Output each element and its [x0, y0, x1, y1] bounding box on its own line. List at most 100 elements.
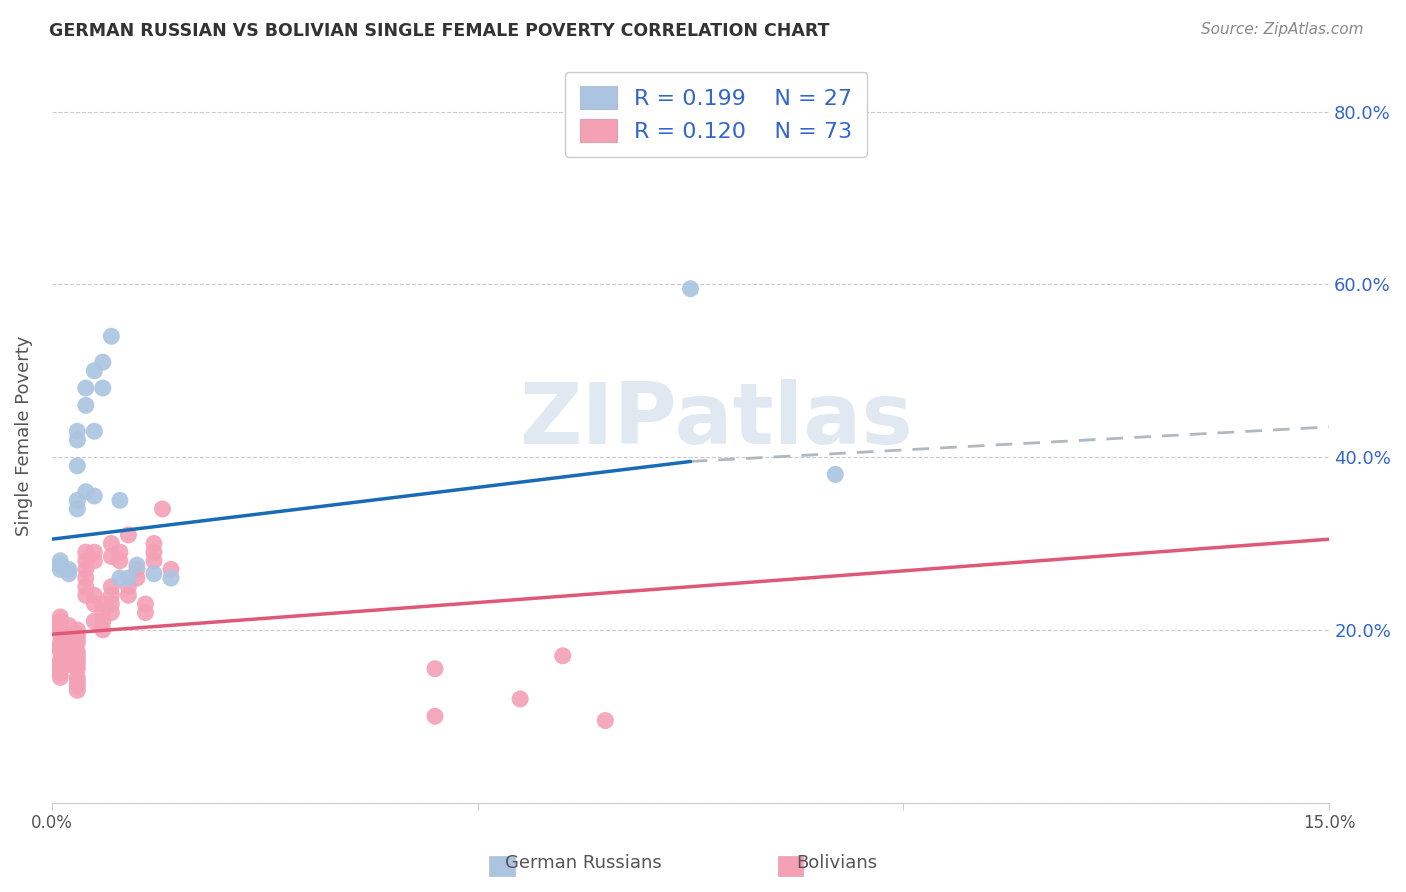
Point — [49, 558, 72, 573]
Point — [66, 657, 89, 672]
Point — [58, 618, 80, 632]
Text: Source: ZipAtlas.com: Source: ZipAtlas.com — [1201, 22, 1364, 37]
Point — [58, 562, 80, 576]
Point — [142, 536, 165, 550]
Point — [100, 536, 122, 550]
Point — [100, 329, 122, 343]
Point — [49, 640, 72, 654]
Point — [49, 610, 72, 624]
Point — [152, 502, 174, 516]
Point — [58, 657, 80, 672]
Point — [100, 580, 122, 594]
Point — [595, 714, 617, 728]
Point — [91, 614, 114, 628]
Point — [679, 282, 702, 296]
Point — [49, 627, 72, 641]
Point — [160, 571, 183, 585]
Point — [66, 424, 89, 438]
Point — [108, 554, 131, 568]
Point — [91, 381, 114, 395]
Point — [824, 467, 846, 482]
Point — [509, 692, 531, 706]
Point — [423, 709, 446, 723]
Point — [49, 636, 72, 650]
Point — [125, 571, 148, 585]
Point — [91, 355, 114, 369]
Point — [83, 364, 105, 378]
Point — [100, 549, 122, 564]
Point — [66, 662, 89, 676]
Point — [49, 644, 72, 658]
Point — [49, 662, 72, 676]
Point — [58, 566, 80, 581]
Point — [125, 558, 148, 573]
Point — [49, 554, 72, 568]
Point — [66, 493, 89, 508]
Legend: R = 0.199    N = 27, R = 0.120    N = 73: R = 0.199 N = 27, R = 0.120 N = 73 — [565, 71, 866, 157]
Point — [160, 562, 183, 576]
Point — [58, 644, 80, 658]
Point — [117, 528, 139, 542]
Point — [83, 489, 105, 503]
Point — [91, 606, 114, 620]
Point — [83, 597, 105, 611]
Point — [66, 674, 89, 689]
Point — [108, 493, 131, 508]
Point — [134, 606, 156, 620]
Point — [108, 571, 131, 585]
Text: Bolivians: Bolivians — [796, 855, 877, 872]
Point — [117, 580, 139, 594]
Point — [75, 484, 97, 499]
Point — [75, 381, 97, 395]
Point — [66, 627, 89, 641]
Point — [125, 562, 148, 576]
Point — [91, 623, 114, 637]
Point — [100, 606, 122, 620]
Point — [75, 580, 97, 594]
Y-axis label: Single Female Poverty: Single Female Poverty — [15, 335, 32, 536]
Point — [83, 554, 105, 568]
Point — [58, 653, 80, 667]
Point — [83, 545, 105, 559]
Point — [142, 566, 165, 581]
Point — [49, 623, 72, 637]
Point — [66, 648, 89, 663]
Point — [49, 618, 72, 632]
Point — [134, 597, 156, 611]
Point — [58, 627, 80, 641]
Point — [75, 588, 97, 602]
Point — [91, 597, 114, 611]
Point — [75, 571, 97, 585]
Point — [117, 571, 139, 585]
Text: ZIPatlas: ZIPatlas — [519, 379, 912, 462]
Point — [117, 588, 139, 602]
Point — [66, 683, 89, 698]
Point — [108, 545, 131, 559]
Point — [83, 614, 105, 628]
Point — [83, 424, 105, 438]
Point — [49, 562, 72, 576]
Point — [66, 632, 89, 646]
Point — [75, 545, 97, 559]
Point — [66, 636, 89, 650]
Point — [551, 648, 574, 663]
Point — [66, 644, 89, 658]
Point — [66, 623, 89, 637]
Point — [66, 670, 89, 684]
Point — [100, 597, 122, 611]
Point — [49, 666, 72, 681]
Point — [75, 554, 97, 568]
Point — [83, 588, 105, 602]
Point — [66, 653, 89, 667]
Point — [423, 662, 446, 676]
Point — [142, 545, 165, 559]
Point — [49, 614, 72, 628]
Point — [142, 554, 165, 568]
Point — [66, 502, 89, 516]
Point — [58, 632, 80, 646]
Point — [49, 670, 72, 684]
Text: German Russians: German Russians — [505, 855, 662, 872]
Point — [66, 433, 89, 447]
Point — [66, 679, 89, 693]
Point — [75, 398, 97, 412]
